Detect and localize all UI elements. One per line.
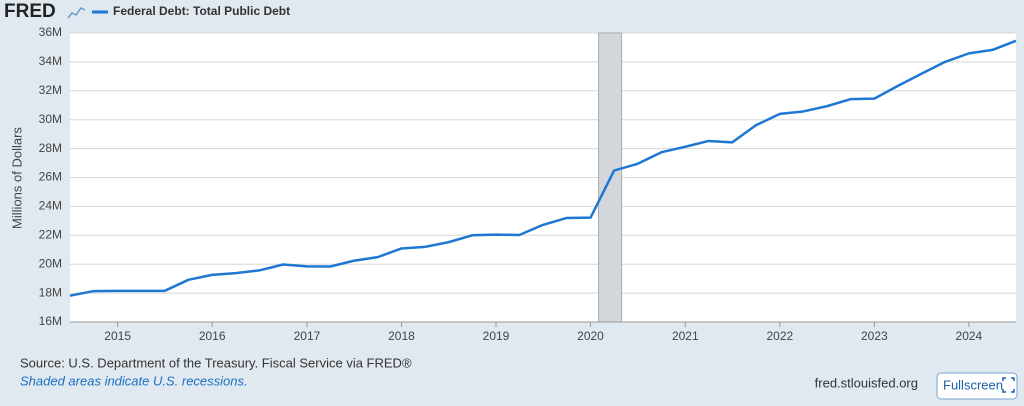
y-tick-label: 18M [39,285,62,299]
y-tick-label: 16M [39,314,62,328]
x-tick-label: 2024 [956,329,983,343]
y-axis-label: Millions of Dollars [9,127,24,229]
y-tick-label: 22M [39,227,62,241]
y-tick-label: 30M [39,112,62,126]
y-tick-label: 24M [39,199,62,213]
button-label[interactable]: Fullscreen [943,377,1003,392]
logo-icon [67,7,86,19]
y-tick-label: 36M [39,25,62,39]
logo: FRED [4,1,56,22]
x-tick-label: 2019 [483,329,510,343]
button-frame[interactable] [936,372,1018,400]
x-tick-label: 2016 [199,329,226,343]
x-tick-label: 2023 [861,329,888,343]
site-link: fred.stlouisfed.org [815,375,918,390]
y-tick-label: 28M [39,141,62,155]
x-tick-label: 2020 [577,329,604,343]
y-tick-label: 26M [39,170,62,184]
y-tick-label: 34M [39,54,62,68]
x-tick-label: 2018 [388,329,415,343]
x-tick-label: 2015 [104,329,131,343]
data-line [69,39,1017,297]
fullscreen-button[interactable]: Fullscreen [936,372,1018,400]
legend-label: Federal Debt: Total Public Debt [113,4,290,18]
y-tick-label: 32M [39,83,62,97]
button-icon[interactable] [1002,377,1015,393]
x-tick-label: 2021 [672,329,699,343]
x-tick-label: 2017 [294,329,321,343]
note: Shaded areas indicate U.S. recessions. [20,373,248,388]
y-tick-label: 20M [39,256,62,270]
x-tick-label: 2022 [766,329,793,343]
source: Source: U.S. Department of the Treasury.… [20,355,412,370]
